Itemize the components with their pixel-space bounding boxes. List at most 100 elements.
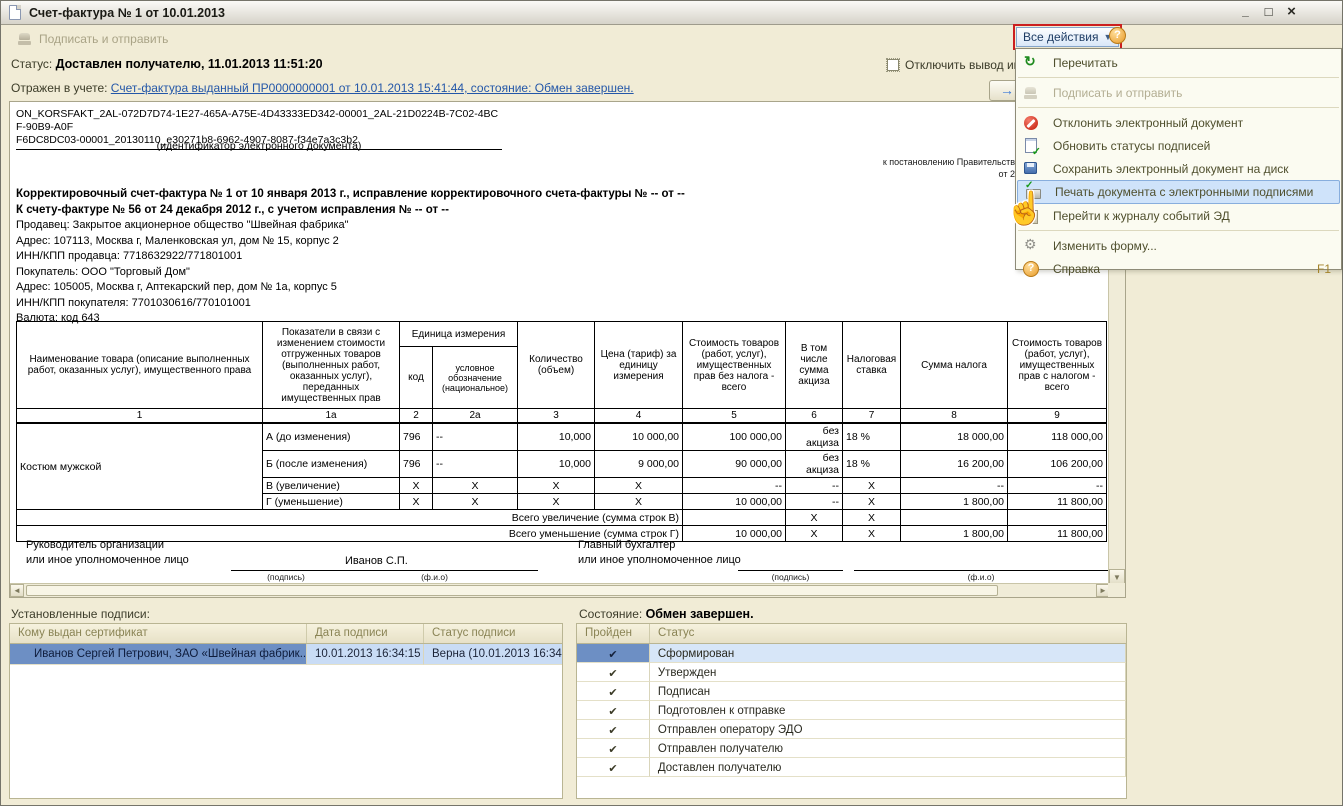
menu-item-sign-and-send[interactable]: Подписать и отправить (1016, 81, 1341, 104)
col-header-qty: Количество (объем) (517, 321, 595, 409)
fio-line (331, 570, 538, 571)
hand-cursor-icon: ☝ (1005, 190, 1045, 226)
table-row: Костюм мужской А (до изменения) 796 -- 1… (16, 422, 1107, 510)
edocument-id-line2: F6DC8DC03-00001_20130110_e30271b8-6962-4… (16, 134, 358, 146)
gear-icon (1023, 236, 1039, 254)
col-header-cost-with-tax: Стоимость товаров (работ, услуг), имущес… (1007, 321, 1107, 409)
scrollbar-corner (1108, 583, 1125, 597)
head-signer-name: Иванов С.П. (345, 555, 408, 567)
all-actions-label: Все действия (1023, 30, 1099, 44)
certificate-cell[interactable]: Иванов Сергей Петрович, ЗАО «Швейная фаб… (10, 644, 307, 665)
minimize-button[interactable] (1237, 5, 1254, 20)
titlebar: Счет-фактура № 1 от 10.01.2013 (1, 1, 1342, 25)
close-button[interactable] (1283, 5, 1300, 20)
sign-send-icon (1023, 85, 1039, 101)
head-role-line2: или иное уполномоченное лицо (26, 554, 189, 566)
state-value: Обмен завершен. (645, 607, 754, 621)
invoice-header: Корректировочный счет-фактура № 1 от 10 … (16, 186, 685, 327)
col-header-unit: Единица измерения (399, 321, 518, 347)
state-label: Состояние: (579, 607, 643, 621)
sign-and-send-label: Подписать и отправить (39, 32, 169, 46)
status-row[interactable]: ✔ Утвержден (577, 663, 1126, 682)
fio-line (854, 570, 1108, 571)
menu-item-update-signature-statuses[interactable]: Обновить статусы подписей (1016, 134, 1341, 158)
status-row[interactable]: ✔ Подписан (577, 682, 1126, 701)
status-row[interactable]: ✔ Подготовлен к отправке (577, 701, 1126, 720)
head-role-line1: Руководитель организации (26, 539, 165, 551)
scroll-left-icon[interactable]: ◄ (10, 584, 24, 597)
column-header-status[interactable]: Статус (658, 627, 695, 639)
column-numbers-row: 1 1а 2 2а 3 4 5 6 7 8 9 (16, 408, 1107, 424)
col-header-cost-without-tax: Стоимость товаров (работ, услуг), имущес… (682, 321, 786, 409)
total-increase-row: Всего увеличение (сумма строк В) X X (16, 509, 1107, 526)
menu-separator (1018, 107, 1339, 108)
col-header-excise: В том числе сумма акциза (785, 321, 843, 409)
signatures-table: Кому выдан сертификат Дата подписи Стату… (9, 623, 563, 799)
buyer-inn-line: ИНН/КПП покупателя: 7701030616/770101001 (16, 296, 251, 309)
menu-item-change-form[interactable]: Изменить форму... (1016, 234, 1341, 257)
status-row[interactable]: ✔ Отправлен получателю (577, 739, 1126, 758)
column-header-sign-status[interactable]: Статус подписи (432, 627, 516, 639)
accountant-role-line2: или иное уполномоченное лицо (578, 554, 741, 566)
all-actions-button[interactable]: Все действия ▼ (1016, 27, 1120, 47)
col-header-price: Цена (тариф) за единицу измерения (594, 321, 683, 409)
status-row[interactable]: ✔ Отправлен оператору ЭДО (577, 720, 1126, 739)
ledger-document-link[interactable]: Счет-фактура выданный ПР0000000001 от 10… (110, 81, 634, 95)
seller-line: Продавец: Закрытое акционерное общество … (16, 219, 349, 231)
update-statuses-icon (1023, 137, 1041, 158)
col-header-tax-rate: Налоговая ставка (842, 321, 901, 409)
horizontal-scroll-thumb[interactable] (26, 585, 998, 596)
col-header-unit-code: код (399, 346, 433, 409)
menu-item-reject-edocument[interactable]: Отклонить электронный документ (1016, 111, 1341, 134)
sign-date-cell[interactable]: 10.01.2013 16:34:15 (307, 644, 424, 665)
status-row[interactable]: ✔ Сформирован (577, 644, 1126, 663)
signature-line (231, 570, 341, 571)
status-value: Доставлен получателю, 11.01.2013 11:51:2… (55, 57, 323, 71)
column-header-sign-date[interactable]: Дата подписи (307, 624, 424, 643)
check-icon: ✔ (577, 739, 650, 758)
save-to-disk-icon (1023, 161, 1039, 177)
menu-item-reread[interactable]: Перечитать (1016, 51, 1341, 74)
check-icon: ✔ (577, 663, 650, 682)
menu-item-print-with-signatures[interactable]: Печать документа с электронными подписям… (1017, 180, 1340, 204)
edocument-id-caption: (идентификатор электронного документа) (156, 140, 362, 152)
buyer-line: Покупатель: ООО "Торговый Дом" (16, 265, 190, 278)
annotation-highlight: Все действия ▼ (1013, 24, 1123, 50)
status-line: Статус: Доставлен получателю, 11.01.2013… (11, 57, 323, 71)
menu-item-help[interactable]: Справка F1 (1016, 257, 1341, 280)
decree-reference: к постановлению Правительства от 26 (882, 157, 1020, 179)
state-table: Пройден Статус ✔ Сформирован ✔ Утвержден… (576, 623, 1127, 799)
invoice-title-line1: Корректировочный счет-фактура № 1 от 10 … (16, 188, 685, 200)
menu-shortcut: F1 (1316, 261, 1331, 276)
sign-status-cell[interactable]: Верна (10.01.2013 16:34:... (424, 644, 562, 665)
help-button[interactable]: ? (1109, 27, 1126, 44)
menu-separator (1018, 230, 1339, 231)
column-header-certificate[interactable]: Кому выдан сертификат (10, 624, 307, 643)
signature-row[interactable]: Иванов Сергей Петрович, ЗАО «Швейная фаб… (10, 644, 562, 665)
column-header-passed[interactable]: Пройден (577, 624, 650, 643)
document-view: ON_KORSFAKT_2AL-072D7D74-1E27-465A-A75E-… (9, 101, 1126, 598)
menu-item-ed-event-journal[interactable]: Перейти к журналу событий ЭД (1016, 204, 1341, 227)
invoice-title-line2: К счету-фактуре № 56 от 24 декабря 2012 … (16, 204, 449, 216)
reload-icon (1023, 53, 1039, 71)
horizontal-scrollbar[interactable]: ◄ ► (10, 583, 1110, 597)
col-header-indicators: Показатели в связи с изменением стоимост… (262, 321, 400, 409)
menu-item-save-edocument-to-disk[interactable]: Сохранить электронный документ на диск (1016, 157, 1341, 180)
check-icon: ✔ (577, 644, 650, 663)
check-icon: ✔ (577, 758, 650, 777)
reject-icon (1023, 115, 1039, 131)
sign-send-icon (17, 31, 33, 47)
signatures-panel-title: Установленные подписи: (11, 607, 150, 621)
sign-and-send-button[interactable]: Подписать и отправить (17, 31, 168, 47)
status-row[interactable]: ✔ Доставлен получателю (577, 758, 1126, 777)
accountant-role-line1: Главный бухгалтер (578, 539, 676, 551)
check-icon: ✔ (577, 720, 650, 739)
col-header-tax-amount: Сумма налога (900, 321, 1008, 409)
total-decrease-row: Всего уменьшение (сумма строк Г) 10 000,… (16, 525, 1107, 542)
disable-output-checkbox[interactable] (886, 58, 900, 72)
ledger-label: Отражен в учете: (11, 81, 108, 95)
chevron-down-icon: ▼ (1103, 32, 1113, 42)
state-line: Состояние: Обмен завершен. (579, 607, 754, 621)
maximize-button[interactable] (1260, 5, 1277, 20)
